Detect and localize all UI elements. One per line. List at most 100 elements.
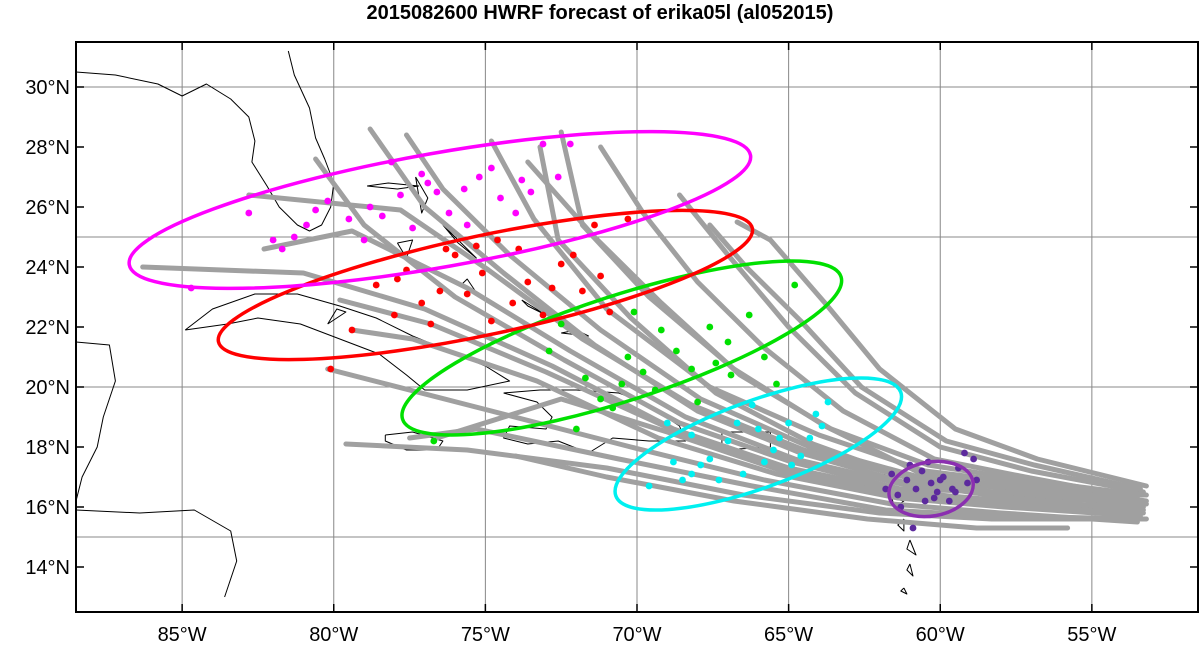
forecast-point — [348, 326, 356, 334]
forecast-point — [512, 209, 520, 217]
lat-tick-label: 26°N — [25, 197, 70, 219]
forecast-point — [557, 320, 565, 328]
forecast-point — [591, 221, 598, 229]
forecast-point — [418, 299, 426, 307]
forecast-point — [445, 209, 453, 217]
forecast-point — [488, 164, 495, 172]
forecast-point — [573, 425, 580, 433]
forecast-point — [554, 173, 562, 181]
lat-tick-label: 30°N — [25, 77, 70, 99]
forecast-point — [970, 455, 977, 463]
forecast-point — [630, 308, 638, 316]
forecast-point — [670, 458, 677, 466]
forecast-point — [557, 260, 565, 268]
forecast-point — [724, 437, 732, 445]
forecast-point — [785, 419, 792, 427]
forecast-point — [688, 431, 695, 439]
forecast-point — [624, 353, 632, 361]
forecast-point — [345, 215, 353, 223]
coastline — [184, 293, 511, 391]
forecast-point — [818, 422, 826, 430]
forecast-point — [921, 497, 929, 505]
forecast-point — [903, 476, 911, 484]
forecast-point — [597, 272, 604, 280]
forecast-point — [927, 479, 935, 487]
coastlines — [75, 50, 917, 598]
probability-ellipse — [400, 259, 844, 437]
probability-ellipses — [127, 129, 975, 519]
forecast-point — [360, 236, 368, 244]
forecast-point — [645, 482, 653, 490]
forecast-point — [478, 269, 486, 277]
forecast-point — [964, 479, 971, 487]
forecast-point — [442, 245, 450, 253]
lon-tick-label: 75°W — [461, 624, 510, 646]
forecast-point — [973, 476, 980, 484]
forecast-track — [513, 453, 1071, 531]
coastline — [396, 239, 414, 259]
forecast-point — [657, 326, 665, 334]
forecast-point — [727, 371, 735, 379]
forecast-point — [961, 449, 968, 457]
forecast-point — [933, 488, 941, 496]
chart-title: 2015082600 HWRF forecast of erika05l (al… — [366, 2, 834, 24]
forecast-point — [569, 251, 577, 259]
forecast-point — [518, 176, 526, 184]
forecast-point — [394, 275, 401, 283]
forecast-point — [451, 251, 459, 259]
forecast-point — [663, 419, 671, 427]
forecast-point — [524, 278, 532, 286]
lon-tick-label: 65°W — [764, 624, 813, 646]
forecast-point — [952, 488, 959, 496]
forecast-point — [566, 140, 574, 148]
lon-tick-label: 85°W — [158, 624, 207, 646]
lat-tick-label: 28°N — [25, 137, 70, 159]
forecast-point — [494, 236, 501, 244]
forecast-track — [525, 159, 1146, 498]
forecast-point — [945, 497, 953, 505]
forecast-point — [497, 194, 504, 202]
forecast-point — [582, 374, 589, 382]
forecast-point — [327, 365, 335, 373]
forecast-point — [776, 434, 783, 442]
lat-tick-label: 22°N — [25, 317, 70, 339]
forecast-point — [430, 437, 438, 445]
forecast-point — [378, 212, 386, 220]
forecast-track — [598, 144, 1140, 501]
forecast-point — [472, 242, 480, 250]
forecast-point — [618, 380, 626, 388]
forecast-point — [606, 308, 614, 316]
forecast-point — [460, 185, 468, 193]
forecast-point — [824, 398, 832, 406]
coastline — [367, 182, 420, 190]
lat-tick-label: 14°N — [25, 557, 70, 579]
forecast-point — [694, 398, 701, 406]
forecast-point — [463, 290, 471, 298]
forecast-point — [812, 410, 820, 418]
forecast-point — [433, 188, 441, 196]
forecast-point — [724, 338, 732, 346]
probability-ellipse — [613, 376, 904, 512]
forecast-track — [488, 138, 1149, 504]
forecast-point — [788, 461, 796, 469]
forecast-point — [679, 476, 686, 484]
forecast-point — [761, 458, 768, 466]
forecast-point — [909, 524, 917, 532]
forecast-point — [770, 446, 777, 454]
forecast-point — [773, 380, 780, 388]
forecast-point — [579, 287, 586, 295]
coastline — [906, 539, 917, 556]
forecast-point — [624, 215, 632, 223]
forecast-point — [475, 173, 483, 181]
forecast-point — [303, 221, 310, 229]
forecast-point — [366, 203, 374, 211]
forecast-point — [639, 368, 647, 376]
forecast-point — [930, 494, 938, 502]
forecast-point — [918, 467, 926, 475]
forecast-point — [597, 395, 604, 403]
probability-ellipse — [127, 129, 753, 291]
forecast-point — [912, 485, 920, 493]
forecast-point — [739, 470, 747, 478]
forecast-point — [539, 311, 547, 319]
coastline — [75, 341, 116, 502]
